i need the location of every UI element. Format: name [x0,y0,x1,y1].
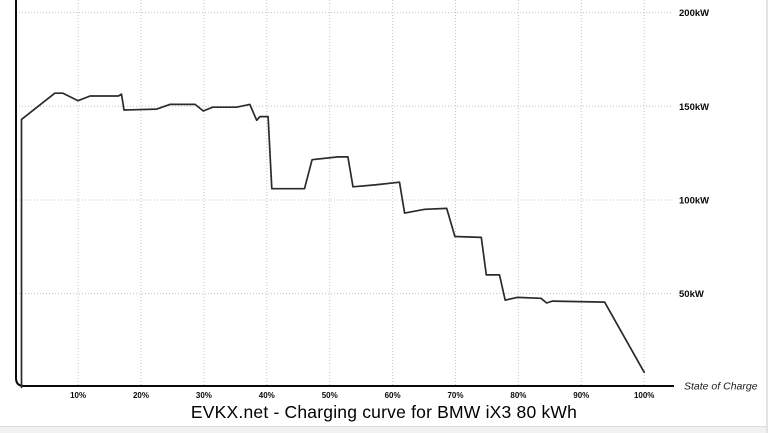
x-tick-label: 40% [259,391,275,400]
x-tick-label: 10% [70,391,86,400]
window-bottom-edge [0,426,768,433]
charging-curve-line [20,92,646,389]
window-right-edge [766,0,768,433]
chart-title: EVKX.net - Charging curve for BMW iX3 80… [190,402,578,422]
x-tick-label: 90% [573,391,589,400]
y-tick-label: 50kW [679,289,704,300]
x-axis-label: State of Charge [684,381,758,393]
y-tick-label: 150kW [679,102,709,113]
x-tick-label: 80% [510,391,526,400]
x-tick-label: 70% [447,391,463,400]
x-tick-label: 50% [322,391,338,400]
y-tick-label: 100kW [679,195,709,206]
axis-lines [15,0,674,387]
x-tick-label: 20% [133,391,149,400]
x-tick-label: 60% [385,391,401,400]
y-tick-label: 200kW [679,8,709,19]
x-tick-label: 30% [196,391,212,400]
x-tick-label: 100% [634,391,654,400]
